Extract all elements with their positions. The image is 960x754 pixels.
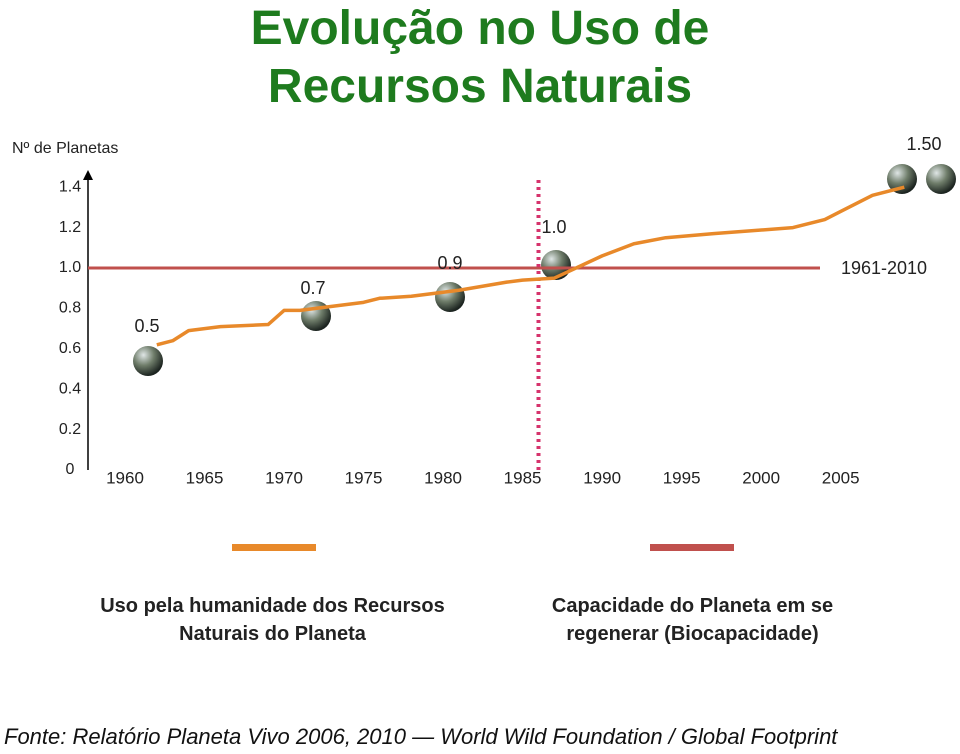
annotation: 1961-2010 [841,258,927,278]
y-tick-label: 1.2 [59,219,81,236]
globe [435,282,465,312]
source: Fonte: Relatório Planeta Vivo 2006, 2010… [4,724,838,749]
y-tick-label: 0 [66,461,75,478]
globe [926,164,956,194]
globes [133,164,956,376]
x-tick-label: 1990 [583,468,621,487]
y-tick-label: 0.6 [59,340,81,357]
x-tick-label: 1985 [504,468,542,487]
chart-title-text: Evolução no Uso de Recursos Naturais [250,2,710,113]
legend-label: Uso pela humanidade dos Recursos Naturai… [100,595,445,645]
x-tick-label: 1970 [265,468,303,487]
x-tick-label: 1995 [663,468,701,487]
data-line [156,185,905,347]
x-tick-label: 1980 [424,468,462,487]
y-tick-label: 1.0 [59,259,81,276]
chart-title: Evolução no Uso de Recursos Naturais [0,0,960,116]
annotation: 0.7 [300,278,325,298]
x-tick-label: 2005 [822,468,860,487]
x-tick-label: 1965 [186,468,224,487]
annotation: 0.5 [134,316,159,336]
y-tick-label: 0.4 [59,380,81,397]
y-axis-label: Nº de Planetas [12,140,118,157]
y-tick-label: 0.8 [59,300,81,317]
globe [887,164,917,194]
y-tick-label: 1.4 [59,178,81,195]
y-tick-label: 0.2 [59,421,81,438]
legend-label: Capacidade do Planeta em se regenerar (B… [551,595,834,645]
annotation: 0.9 [437,253,462,273]
x-tick-label: 1975 [345,468,383,487]
annotation: 1.50 [906,134,941,154]
legend-swatch [232,544,316,551]
globe [133,346,163,376]
legend-swatch [650,544,734,551]
x-tick-label: 2000 [742,468,780,487]
x-tick-label: 1960 [106,468,144,487]
y-axis-arrow [83,170,93,180]
annotation: 1.0 [541,217,566,237]
